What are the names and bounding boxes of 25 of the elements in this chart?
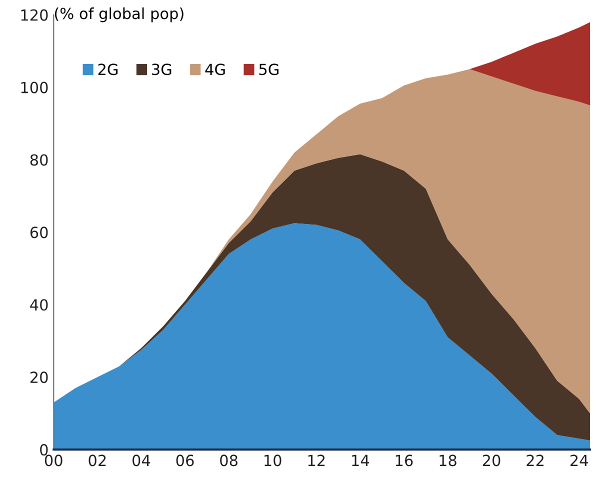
x-tick-label: 10 bbox=[264, 454, 282, 466]
y-tick-label: 0 bbox=[40, 444, 48, 456]
y-tick-label: 20 bbox=[30, 372, 48, 384]
x-tick-label: 22 bbox=[526, 454, 544, 466]
legend-label: 5G bbox=[259, 64, 278, 76]
x-tick-label: 14 bbox=[352, 454, 370, 466]
x-tick-label: 16 bbox=[396, 454, 413, 466]
y-tick-label: 120 bbox=[21, 9, 48, 21]
x-tick-label: 12 bbox=[308, 454, 325, 466]
x-tick-label: 06 bbox=[176, 454, 194, 466]
legend-label: 2G bbox=[98, 64, 118, 76]
y-tick-label: 60 bbox=[30, 226, 48, 238]
x-tick-label: 08 bbox=[220, 454, 238, 466]
y-tick-label: 40 bbox=[30, 299, 48, 311]
x-tick-label: 18 bbox=[440, 454, 456, 466]
y-tick-label: 100 bbox=[21, 82, 48, 94]
x-tick-label: 04 bbox=[132, 454, 150, 466]
x-tick-label: 00 bbox=[44, 454, 62, 466]
y-tick-label: 80 bbox=[30, 154, 48, 166]
x-tick-label: 02 bbox=[88, 454, 106, 466]
x-tick-label: 20 bbox=[482, 454, 500, 466]
legend-label: 3G bbox=[152, 64, 172, 76]
y-axis-title: (% of global pop) bbox=[54, 7, 184, 22]
legend-label: 4G bbox=[205, 64, 225, 76]
x-tick-label: 24 bbox=[570, 454, 588, 466]
